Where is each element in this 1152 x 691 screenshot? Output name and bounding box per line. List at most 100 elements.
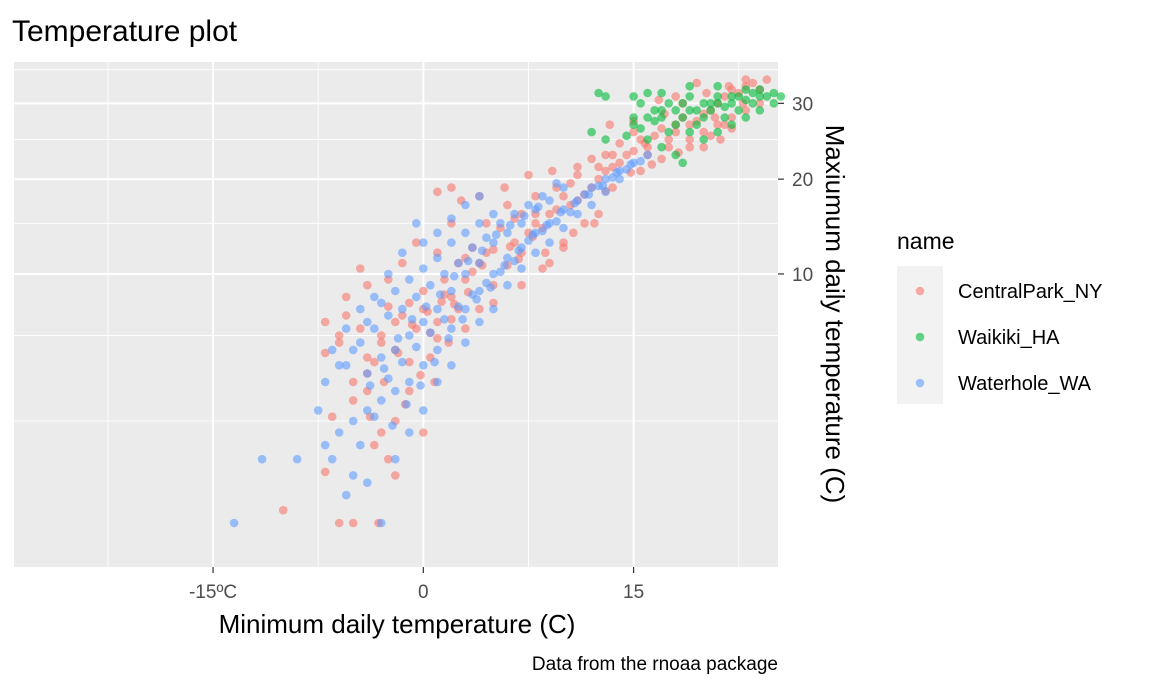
point-centralpark-ny — [657, 124, 666, 133]
x-tick-label: -15ºC — [189, 582, 237, 603]
point-centralpark-ny — [377, 428, 386, 437]
point-waikiki-ha — [657, 142, 666, 152]
point-centralpark-ny — [685, 120, 694, 129]
point-centralpark-ny — [341, 311, 351, 320]
chart-caption: Data from the rnoaa package — [532, 654, 778, 675]
point-waterhole-wa — [447, 238, 456, 247]
point-centralpark-ny — [664, 142, 673, 152]
point-waikiki-ha — [762, 92, 772, 101]
point-waterhole-wa — [257, 454, 267, 464]
point-centralpark-ny — [654, 95, 664, 105]
point-centralpark-ny — [608, 150, 617, 160]
point-centralpark-ny — [566, 179, 575, 188]
point-centralpark-ny — [650, 131, 659, 141]
point-centralpark-ny — [692, 78, 701, 88]
point-waterhole-wa — [556, 207, 565, 217]
point-waikiki-ha — [755, 92, 765, 101]
point-waterhole-wa — [468, 243, 477, 252]
point-waterhole-wa — [542, 220, 551, 230]
point-centralpark-ny — [348, 518, 358, 528]
point-centralpark-ny — [370, 357, 379, 367]
point-centralpark-ny — [724, 81, 734, 91]
point-waterhole-wa — [419, 264, 428, 273]
point-centralpark-ny — [405, 298, 414, 308]
point-centralpark-ny — [447, 183, 456, 192]
point-waikiki-ha — [720, 102, 729, 112]
point-waterhole-wa — [503, 280, 512, 290]
point-centralpark-ny — [699, 127, 708, 137]
point-waterhole-wa — [528, 230, 537, 239]
point-waterhole-wa — [475, 317, 484, 327]
point-centralpark-ny — [671, 92, 680, 101]
point-waterhole-wa — [433, 253, 442, 263]
point-centralpark-ny — [657, 154, 666, 164]
point-waterhole-wa — [341, 490, 351, 500]
point-waterhole-wa — [421, 302, 431, 311]
point-waterhole-wa — [552, 179, 561, 188]
point-waterhole-wa — [348, 345, 358, 355]
x-axis-title: Minimum daily temperature (C) — [219, 609, 576, 639]
point-waterhole-wa — [477, 246, 487, 255]
point-centralpark-ny — [573, 170, 582, 180]
y-tick-label: 20 — [792, 170, 813, 191]
point-centralpark-ny — [531, 191, 540, 201]
point-waterhole-wa — [370, 292, 379, 302]
point-waterhole-wa — [559, 183, 568, 192]
point-centralpark-ny — [545, 209, 554, 219]
point-waterhole-wa — [496, 267, 505, 277]
x-tick-label: 0 — [418, 582, 429, 603]
point-centralpark-ny — [594, 162, 603, 172]
point-waterhole-wa — [391, 386, 400, 396]
point-waterhole-wa — [405, 331, 414, 340]
point-waterhole-wa — [327, 345, 337, 355]
point-waterhole-wa — [356, 440, 365, 450]
point-centralpark-ny — [601, 166, 610, 176]
y-axis-title: Maxiumum daily temperature (C) — [820, 125, 850, 504]
point-centralpark-ny — [391, 317, 400, 327]
point-waikiki-ha — [685, 106, 694, 115]
point-waterhole-wa — [407, 315, 417, 324]
point-waikiki-ha — [755, 106, 765, 115]
point-waikiki-ha — [741, 113, 751, 122]
point-waterhole-wa — [405, 428, 414, 437]
point-waikiki-ha — [643, 113, 652, 122]
point-waikiki-ha — [727, 99, 736, 108]
point-centralpark-ny — [416, 370, 425, 380]
point-waterhole-wa — [587, 183, 596, 192]
point-waterhole-wa — [626, 160, 636, 169]
point-centralpark-ny — [601, 150, 610, 160]
point-waterhole-wa — [520, 211, 529, 221]
point-centralpark-ny — [559, 243, 568, 252]
point-waterhole-wa — [391, 345, 400, 355]
point-waterhole-wa — [341, 324, 351, 333]
point-centralpark-ny — [437, 297, 446, 307]
point-waterhole-wa — [615, 174, 624, 184]
point-waikiki-ha — [678, 158, 687, 168]
point-waterhole-wa — [496, 219, 505, 228]
point-waterhole-wa — [363, 478, 372, 488]
point-waterhole-wa — [482, 233, 491, 242]
point-waterhole-wa — [377, 518, 386, 528]
point-waterhole-wa — [384, 374, 393, 383]
point-centralpark-ny — [468, 267, 477, 277]
point-centralpark-ny — [636, 166, 645, 176]
point-waterhole-wa — [440, 315, 449, 324]
point-centralpark-ny — [391, 471, 400, 480]
point-waikiki-ha — [748, 88, 758, 98]
point-waterhole-wa — [320, 440, 330, 450]
point-waikiki-ha — [650, 106, 659, 115]
point-waterhole-wa — [570, 198, 579, 208]
x-tick-label: 15 — [623, 582, 644, 603]
point-waterhole-wa — [517, 219, 526, 228]
point-waterhole-wa — [538, 191, 547, 201]
point-waterhole-wa — [430, 357, 439, 367]
point-centralpark-ny — [348, 396, 358, 405]
point-waterhole-wa — [489, 209, 498, 219]
point-waterhole-wa — [412, 342, 421, 352]
point-waterhole-wa — [444, 334, 453, 343]
point-centralpark-ny — [706, 131, 715, 141]
point-waterhole-wa — [566, 207, 575, 217]
point-waikiki-ha — [713, 99, 722, 108]
point-waterhole-wa — [475, 191, 484, 201]
point-waterhole-wa — [292, 454, 302, 464]
